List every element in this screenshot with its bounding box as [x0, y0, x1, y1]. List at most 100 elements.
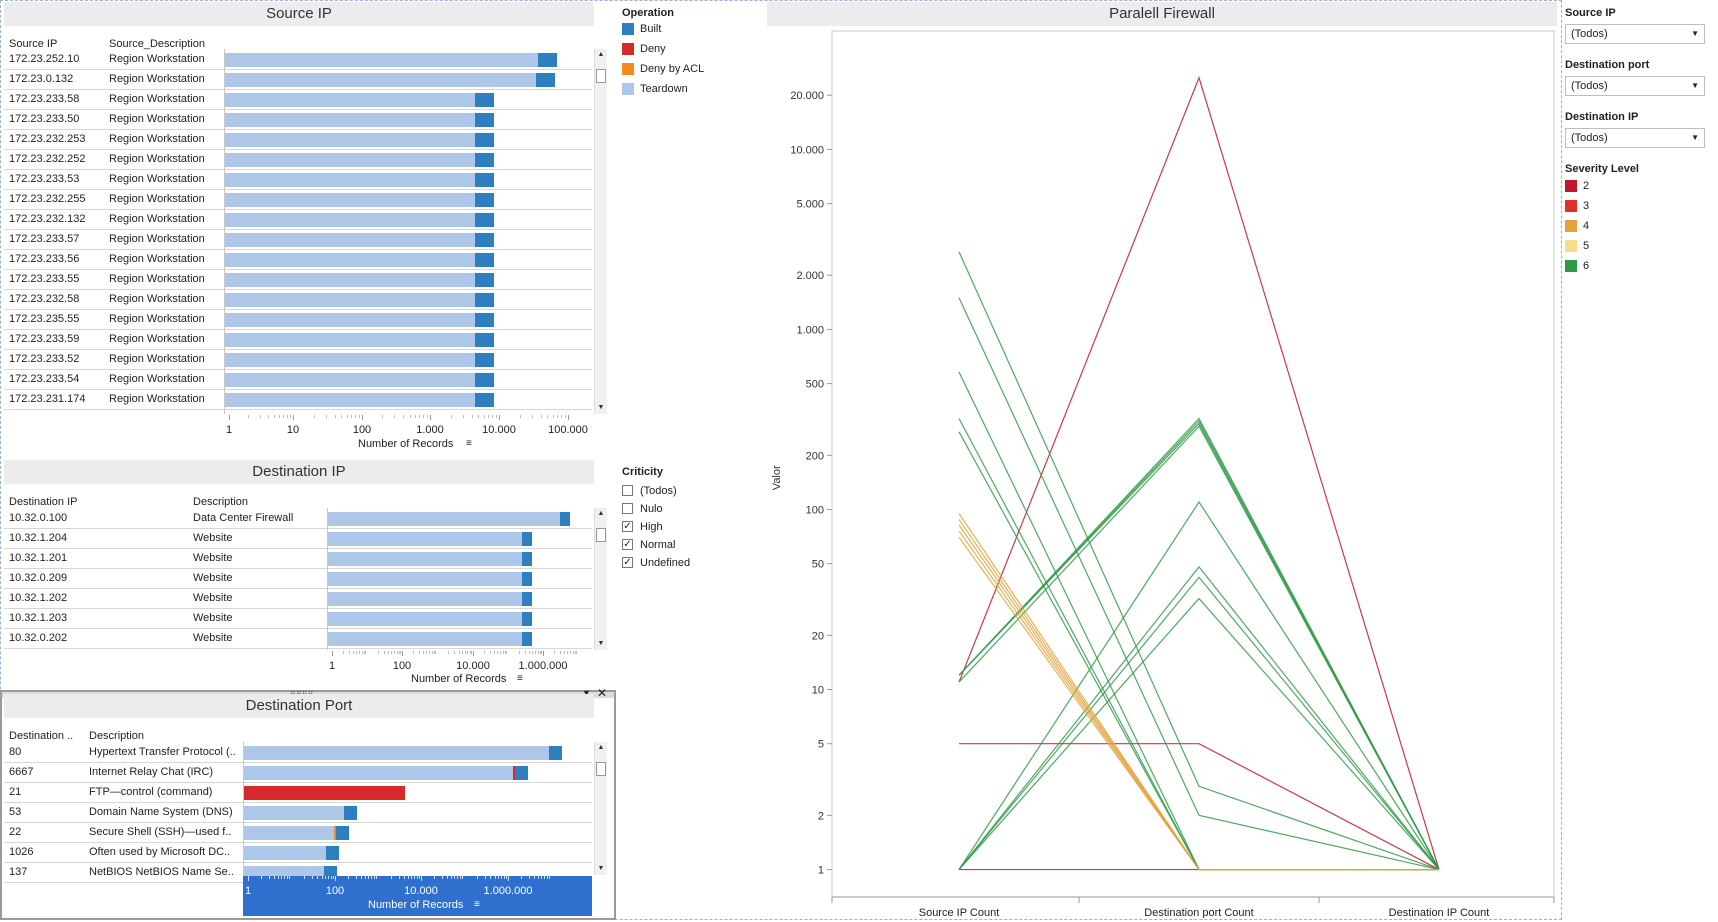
severity-item-4[interactable]: 4 — [1565, 219, 1645, 235]
legend-item-deny[interactable]: Deny — [622, 42, 742, 58]
table-row[interactable]: 80 Hypertext Transfer Protocol (.. — [4, 743, 592, 763]
table-row[interactable]: 172.23.232.58 Region Workstation — [4, 290, 592, 310]
table-row[interactable]: 10.32.1.202 Website — [4, 589, 592, 609]
axis-minor-tick — [365, 876, 367, 879]
severity-item-2[interactable]: 2 — [1565, 179, 1645, 195]
checkbox[interactable] — [622, 503, 633, 514]
criticity-option-undefined[interactable]: ✓ Undefined — [622, 556, 742, 572]
color-swatch — [1565, 220, 1577, 232]
axis-minor-tick — [390, 876, 392, 879]
checkbox[interactable]: ✓ — [622, 539, 633, 550]
table-row[interactable]: 172.23.233.58 Region Workstation — [4, 90, 592, 110]
table-row[interactable]: 6667 Internet Relay Chat (IRC) — [4, 763, 592, 783]
legend-item-teardown[interactable]: Teardown — [622, 82, 742, 98]
table-row[interactable]: 172.23.252.10 Region Workstation — [4, 50, 592, 70]
series-line — [958, 597, 1440, 870]
axis-tick-label: 10.000 — [456, 660, 490, 672]
criticity-option-high[interactable]: ✓ High — [622, 520, 742, 536]
legend-item-built[interactable]: Built — [622, 22, 742, 38]
scroll-thumb[interactable] — [596, 762, 606, 776]
dest-desc-cell: Data Center Firewall — [193, 512, 294, 524]
scroll-up-icon[interactable]: ▲ — [597, 744, 605, 751]
axis-minor-tick — [423, 651, 425, 654]
close-icon[interactable]: ✕ — [597, 686, 608, 700]
table-row[interactable]: 172.23.233.57 Region Workstation — [4, 230, 592, 250]
scroll-thumb[interactable] — [596, 69, 606, 83]
dest-port-filter-select[interactable]: (Todos) ▼ — [1565, 76, 1705, 96]
checkbox[interactable]: ✓ — [622, 521, 633, 532]
table-row[interactable]: 53 Domain Name System (DNS) — [4, 803, 592, 823]
table-row[interactable]: 172.23.233.50 Region Workstation — [4, 110, 592, 130]
chevron-down-icon[interactable]: ▼ — [1691, 133, 1699, 142]
legend-label: Deny by ACL — [640, 63, 705, 75]
table-row[interactable]: 172.23.232.253 Region Workstation — [4, 130, 592, 150]
table-row[interactable]: 172.23.233.55 Region Workstation — [4, 270, 592, 290]
table-row[interactable]: 172.23.232.255 Region Workstation — [4, 190, 592, 210]
axis-minor-tick — [447, 651, 449, 654]
table-row[interactable]: 172.23.233.59 Region Workstation — [4, 330, 592, 350]
checkbox[interactable]: ✓ — [622, 557, 633, 568]
table-row[interactable]: 172.23.233.56 Region Workstation — [4, 250, 592, 270]
criticity-option-nulo[interactable]: Nulo — [622, 502, 742, 518]
teardown-bar — [224, 153, 476, 167]
criticity-option-normal[interactable]: ✓ Normal — [622, 538, 742, 554]
source-ip-cell: 172.23.232.255 — [9, 193, 86, 205]
table-row[interactable]: 10.32.0.100 Data Center Firewall — [4, 509, 592, 529]
axis-minor-tick — [403, 876, 405, 879]
source-ip-filter-select[interactable]: (Todos) ▼ — [1565, 24, 1705, 44]
dest-ip-filter-select[interactable]: (Todos) ▼ — [1565, 128, 1705, 148]
table-row[interactable]: 172.23.232.252 Region Workstation — [4, 150, 592, 170]
legend-item-deny-by-acl[interactable]: Deny by ACL — [622, 62, 742, 78]
scroll-up-icon[interactable]: ▲ — [597, 51, 605, 58]
dest-port-desc-cell: FTP—control (command) — [89, 786, 213, 798]
table-row[interactable]: 172.23.235.55 Region Workstation — [4, 310, 592, 330]
scroll-thumb[interactable] — [596, 528, 606, 542]
scroll-down-icon[interactable]: ▼ — [597, 640, 605, 647]
dest-port-title: Destination Port — [4, 694, 594, 718]
table-row[interactable]: 172.23.232.132 Region Workstation — [4, 210, 592, 230]
table-row[interactable]: 172.23.233.54 Region Workstation — [4, 370, 592, 390]
severity-item-3[interactable]: 3 — [1565, 199, 1645, 215]
axis-minor-tick — [334, 415, 336, 418]
axis-tick — [402, 651, 403, 656]
axis-minor-tick — [273, 876, 275, 879]
criticity-option-todos[interactable]: (Todos) — [622, 484, 742, 500]
severity-item-5[interactable]: 5 — [1565, 239, 1645, 255]
chevron-down-icon[interactable]: ▼ — [1691, 29, 1699, 38]
axis-minor-tick — [506, 651, 508, 654]
built-bar — [475, 153, 495, 167]
axis-minor-tick — [398, 876, 400, 879]
table-row[interactable]: 10.32.1.204 Website — [4, 529, 592, 549]
table-row[interactable]: 10.32.0.209 Website — [4, 569, 592, 589]
sort-icon[interactable]: ≡ — [474, 899, 480, 910]
parallel-chart: 1 2 5 10 20 50 100 200 500 1.000 2.000 5.000 10.000 2… — [771, 30, 1555, 918]
table-row[interactable]: 172.23.231.174 Region Workstation — [4, 390, 592, 410]
series-line — [959, 743, 1440, 871]
table-row[interactable]: 10.32.1.203 Website — [4, 609, 592, 629]
panel-menu-icon[interactable]: ▼ — [582, 688, 591, 698]
table-row[interactable]: 172.23.0.132 Region Workstation — [4, 70, 592, 90]
teardown-bar — [327, 532, 523, 546]
dest-ip-scrollbar[interactable]: ▲ ▼ — [594, 508, 607, 650]
table-row[interactable]: 10.32.0.202 Website — [4, 629, 592, 649]
chevron-down-icon[interactable]: ▼ — [1691, 81, 1699, 90]
table-row[interactable]: 21 FTP—control (command) — [4, 783, 592, 803]
sort-icon[interactable]: ≡ — [517, 673, 523, 684]
table-row[interactable]: 1026 Often used by Microsoft DC.. — [4, 843, 592, 863]
dest-port-scrollbar[interactable]: ▲ ▼ — [594, 742, 607, 875]
table-row[interactable]: 10.32.1.201 Website — [4, 549, 592, 569]
checkbox[interactable] — [622, 485, 633, 496]
table-row[interactable]: 172.23.233.53 Region Workstation — [4, 170, 592, 190]
table-row[interactable]: 172.23.233.52 Region Workstation — [4, 350, 592, 370]
scroll-down-icon[interactable]: ▼ — [597, 404, 605, 411]
axis-minor-tick — [576, 651, 578, 654]
severity-item-6[interactable]: 6 — [1565, 259, 1645, 275]
source-ip-axis-label: Number of Records — [358, 438, 454, 450]
dest-port-desc-cell: NetBIOS NetBIOS Name Se.. — [89, 866, 234, 878]
color-swatch — [1565, 240, 1577, 252]
source-ip-scrollbar[interactable]: ▲ ▼ — [594, 49, 607, 414]
sort-icon[interactable]: ≡ — [466, 438, 472, 449]
scroll-up-icon[interactable]: ▲ — [597, 510, 605, 517]
scroll-down-icon[interactable]: ▼ — [597, 865, 605, 872]
table-row[interactable]: 22 Secure Shell (SSH)—used f.. — [4, 823, 592, 843]
